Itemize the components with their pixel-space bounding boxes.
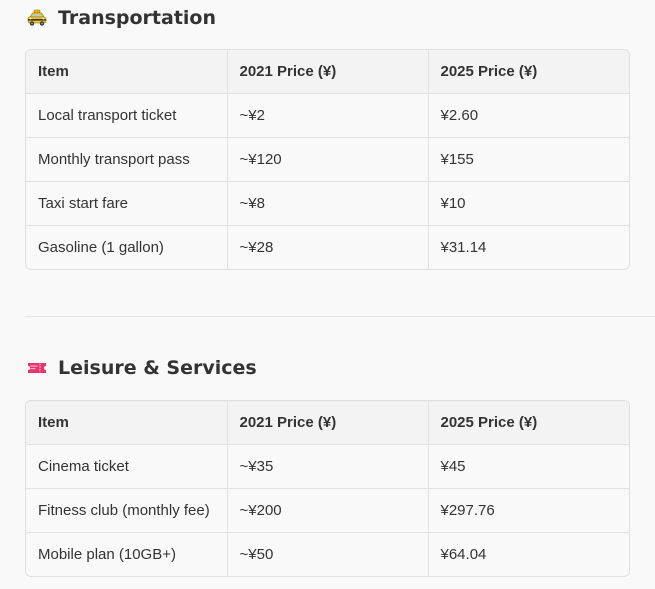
table-row: Monthly transport pass ~¥120 ¥155 bbox=[26, 137, 629, 182]
header-2025-price: 2025 Price (¥) bbox=[428, 50, 629, 94]
cell-item: Fitness club (monthly fee) bbox=[26, 488, 228, 533]
taxi-icon bbox=[26, 7, 48, 29]
header-item: Item bbox=[26, 401, 228, 445]
cell-2025-price: ¥45 bbox=[428, 444, 629, 489]
section-title-leisure: Leisure & Services bbox=[26, 353, 257, 383]
cell-2025-price: ¥31.14 bbox=[440, 239, 487, 256]
header-2025-price: 2025 Price (¥) bbox=[428, 401, 629, 445]
table-header-row: Item 2021 Price (¥) 2025 Price (¥) bbox=[26, 50, 629, 94]
cell-item: Taxi start fare bbox=[26, 181, 228, 226]
cell-item: Gasoline (1 gallon) bbox=[26, 225, 228, 269]
header-2021-price: 2021 Price (¥) bbox=[227, 50, 429, 94]
cell-2025-price: ¥155 bbox=[428, 137, 629, 182]
ticket-icon bbox=[26, 357, 48, 379]
section-title-text: Leisure & Services bbox=[58, 357, 257, 379]
header-item: Item bbox=[26, 50, 228, 94]
cell-item: Local transport ticket bbox=[26, 93, 228, 138]
cell-2021-price: ~¥200 bbox=[227, 488, 429, 533]
section-title-transportation: Transportation bbox=[26, 3, 216, 33]
cell-2021-price: ~¥120 bbox=[227, 137, 429, 182]
transportation-table: Item 2021 Price (¥) 2025 Price (¥) Local… bbox=[25, 49, 630, 270]
table-row: Taxi start fare ~¥8 ¥10 bbox=[26, 181, 629, 226]
cell-2021-price: ~¥2 bbox=[227, 93, 429, 138]
table-row: Local transport ticket ~¥2 ¥2.60 bbox=[26, 93, 629, 138]
cell-item: Cinema ticket bbox=[26, 444, 228, 489]
table-row: Mobile plan (10GB+) ~¥50 ¥64.04 bbox=[26, 532, 629, 576]
cell-2025-price: ¥64.04 bbox=[440, 546, 487, 563]
section-divider bbox=[25, 316, 655, 317]
cell-item: Mobile plan (10GB+) bbox=[26, 532, 228, 576]
cell-2021-price: ~¥8 bbox=[227, 181, 429, 226]
section-title-text: Transportation bbox=[58, 7, 217, 29]
cell-2025-price: ¥10 bbox=[428, 181, 629, 226]
cell-item: Monthly transport pass bbox=[26, 137, 228, 182]
cell-2021-price: ~¥28 bbox=[227, 225, 429, 269]
cell-2025-price: ¥2.60 bbox=[428, 93, 629, 138]
cell-2025-price: ¥297.76 bbox=[428, 488, 629, 533]
table-header-row: Item 2021 Price (¥) 2025 Price (¥) bbox=[26, 401, 629, 445]
leisure-table: Item 2021 Price (¥) 2025 Price (¥) Cinem… bbox=[25, 400, 630, 577]
table-row: Cinema ticket ~¥35 ¥45 bbox=[26, 444, 629, 489]
cell-2021-price: ~¥50 bbox=[227, 532, 429, 576]
table-row: Gasoline (1 gallon) ~¥28 ¥31.14 bbox=[26, 225, 629, 269]
table-row: Fitness club (monthly fee) ~¥200 ¥297.76 bbox=[26, 488, 629, 533]
header-2021-price: 2021 Price (¥) bbox=[227, 401, 429, 445]
cell-2021-price: ~¥35 bbox=[227, 444, 429, 489]
